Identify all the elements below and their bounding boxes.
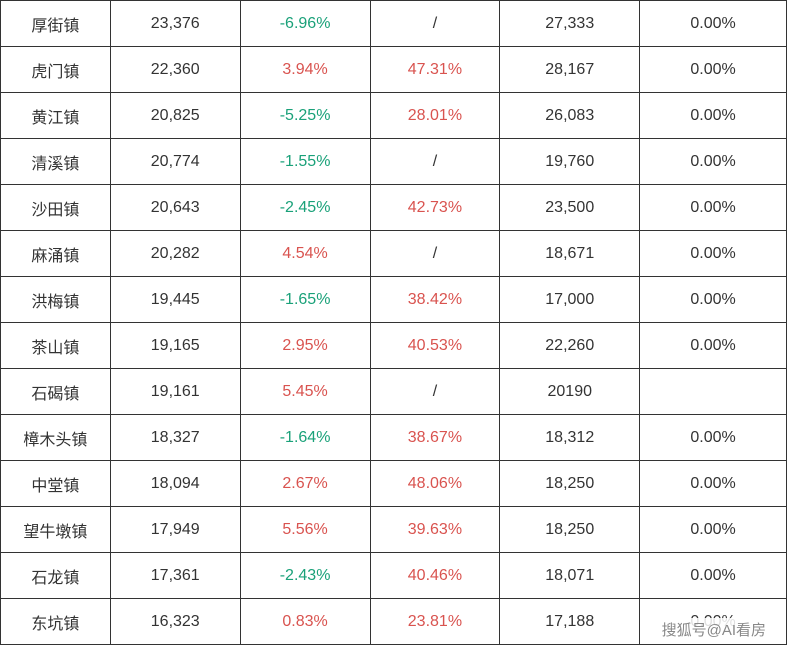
pct2-cell: 38.42%: [370, 277, 500, 323]
pct3-cell: 0.00%: [640, 1, 787, 47]
pct1-cell: 4.54%: [240, 231, 370, 277]
town-name-cell: 虎门镇: [1, 47, 111, 93]
value2-cell: 26,083: [500, 93, 640, 139]
pct2-cell: 38.67%: [370, 415, 500, 461]
value2-cell: 19,760: [500, 139, 640, 185]
pct3-cell: 0.00%: [640, 461, 787, 507]
value2-cell: 27,333: [500, 1, 640, 47]
pct3-cell: 0.00%: [640, 93, 787, 139]
value2-cell: 23,500: [500, 185, 640, 231]
town-name-cell: 洪梅镇: [1, 277, 111, 323]
pct3-cell: 0.00%: [640, 231, 787, 277]
town-name-cell: 望牛墩镇: [1, 507, 111, 553]
value1-cell: 20,643: [110, 185, 240, 231]
pct3-cell: 0.00%: [640, 139, 787, 185]
table-row: 清溪镇20,774-1.55%/19,7600.00%: [1, 139, 787, 185]
pct3-cell: 0.00%: [640, 553, 787, 599]
table-row: 沙田镇20,643-2.45%42.73%23,5000.00%: [1, 185, 787, 231]
value1-cell: 19,165: [110, 323, 240, 369]
pct1-cell: -1.64%: [240, 415, 370, 461]
pct3-cell: 0.00%: [640, 277, 787, 323]
town-name-cell: 清溪镇: [1, 139, 111, 185]
pct2-cell: 23.81%: [370, 599, 500, 645]
value2-cell: 18,250: [500, 507, 640, 553]
pct2-cell: /: [370, 231, 500, 277]
pct2-cell: 48.06%: [370, 461, 500, 507]
pct3-cell: 0.00%: [640, 415, 787, 461]
table-row: 厚街镇23,376-6.96%/27,3330.00%: [1, 1, 787, 47]
value1-cell: 20,774: [110, 139, 240, 185]
pct3-cell: 0.00%: [640, 47, 787, 93]
town-name-cell: 石龙镇: [1, 553, 111, 599]
table-row: 麻涌镇20,2824.54%/18,6710.00%: [1, 231, 787, 277]
table-row: 茶山镇19,1652.95%40.53%22,2600.00%: [1, 323, 787, 369]
town-name-cell: 茶山镇: [1, 323, 111, 369]
value1-cell: 18,094: [110, 461, 240, 507]
pct2-cell: 40.53%: [370, 323, 500, 369]
value2-cell: 17,188: [500, 599, 640, 645]
table-row: 石碣镇19,1615.45%/20190: [1, 369, 787, 415]
pct2-cell: 40.46%: [370, 553, 500, 599]
value2-cell: 18,671: [500, 231, 640, 277]
value2-cell: 18,312: [500, 415, 640, 461]
pct2-cell: 39.63%: [370, 507, 500, 553]
pct2-cell: /: [370, 1, 500, 47]
town-name-cell: 樟木头镇: [1, 415, 111, 461]
pct1-cell: -6.96%: [240, 1, 370, 47]
town-name-cell: 东坑镇: [1, 599, 111, 645]
pct3-cell: 0.00%: [640, 507, 787, 553]
town-name-cell: 沙田镇: [1, 185, 111, 231]
pct1-cell: -2.45%: [240, 185, 370, 231]
table-row: 黄江镇20,825-5.25%28.01%26,0830.00%: [1, 93, 787, 139]
pct2-cell: 42.73%: [370, 185, 500, 231]
pct1-cell: 2.95%: [240, 323, 370, 369]
value1-cell: 20,282: [110, 231, 240, 277]
value2-cell: 18,250: [500, 461, 640, 507]
value1-cell: 17,361: [110, 553, 240, 599]
town-name-cell: 石碣镇: [1, 369, 111, 415]
pct1-cell: -2.43%: [240, 553, 370, 599]
value2-cell: 28,167: [500, 47, 640, 93]
pct2-cell: /: [370, 369, 500, 415]
pct3-cell: [640, 369, 787, 415]
value1-cell: 19,161: [110, 369, 240, 415]
town-name-cell: 中堂镇: [1, 461, 111, 507]
value1-cell: 19,445: [110, 277, 240, 323]
pct1-cell: 2.67%: [240, 461, 370, 507]
pct1-cell: 5.45%: [240, 369, 370, 415]
town-name-cell: 麻涌镇: [1, 231, 111, 277]
town-name-cell: 厚街镇: [1, 1, 111, 47]
value2-cell: 20190: [500, 369, 640, 415]
pct3-cell: 0.00%: [640, 323, 787, 369]
table-row: 中堂镇18,0942.67%48.06%18,2500.00%: [1, 461, 787, 507]
table-row: 洪梅镇19,445-1.65%38.42%17,0000.00%: [1, 277, 787, 323]
value1-cell: 22,360: [110, 47, 240, 93]
pct2-cell: 47.31%: [370, 47, 500, 93]
pct1-cell: 3.94%: [240, 47, 370, 93]
table-row: 望牛墩镇17,9495.56%39.63%18,2500.00%: [1, 507, 787, 553]
pct1-cell: 5.56%: [240, 507, 370, 553]
data-table: 厚街镇23,376-6.96%/27,3330.00%虎门镇22,3603.94…: [0, 0, 787, 645]
pct2-cell: /: [370, 139, 500, 185]
town-name-cell: 黄江镇: [1, 93, 111, 139]
pct1-cell: -1.65%: [240, 277, 370, 323]
watermark-label: 搜狐号@AI看房: [659, 618, 769, 641]
value1-cell: 23,376: [110, 1, 240, 47]
value1-cell: 18,327: [110, 415, 240, 461]
value1-cell: 16,323: [110, 599, 240, 645]
pct1-cell: 0.83%: [240, 599, 370, 645]
value2-cell: 18,071: [500, 553, 640, 599]
value1-cell: 17,949: [110, 507, 240, 553]
pct3-cell: 0.00%: [640, 185, 787, 231]
table-row: 石龙镇17,361-2.43%40.46%18,0710.00%: [1, 553, 787, 599]
table-row: 虎门镇22,3603.94%47.31%28,1670.00%: [1, 47, 787, 93]
pct2-cell: 28.01%: [370, 93, 500, 139]
value2-cell: 17,000: [500, 277, 640, 323]
table-row: 樟木头镇18,327-1.64%38.67%18,3120.00%: [1, 415, 787, 461]
pct1-cell: -1.55%: [240, 139, 370, 185]
pct1-cell: -5.25%: [240, 93, 370, 139]
value2-cell: 22,260: [500, 323, 640, 369]
value1-cell: 20,825: [110, 93, 240, 139]
